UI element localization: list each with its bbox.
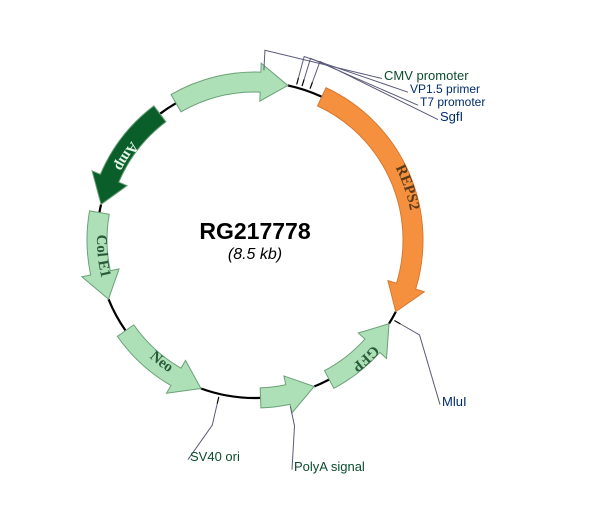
label-sv40: SV40 ori (190, 449, 240, 464)
segment-cmv (171, 63, 288, 112)
tick-vp15 (297, 78, 299, 85)
tick-sgfi (310, 82, 312, 89)
backbone-arc (201, 388, 261, 398)
backbone-arc (288, 85, 322, 96)
plasmid-size: (8.5 kb) (155, 246, 355, 264)
label-t7: T7 promoter (420, 95, 485, 109)
tick-mlui (394, 321, 400, 325)
leader-cmv_l (264, 50, 382, 78)
backbone-arc (109, 299, 126, 330)
plasmid-name: RG217778 (155, 218, 355, 245)
backbone-arc (160, 103, 176, 114)
backbone-arc (99, 204, 101, 212)
label-mlui: MluI (442, 394, 467, 409)
segment-polya (260, 376, 314, 413)
tick-sv40 (217, 397, 219, 404)
label-polya_l: PolyA signal (294, 459, 365, 474)
leader-mlui (400, 324, 440, 405)
label-sgfi: SgfI (440, 109, 463, 124)
label-vp15: VP1.5 primer (410, 82, 480, 96)
backbone-arc (389, 312, 396, 324)
tick-t7 (302, 79, 304, 86)
backbone-arc (314, 380, 329, 387)
label-cmv_l: CMV promoter (384, 68, 469, 83)
